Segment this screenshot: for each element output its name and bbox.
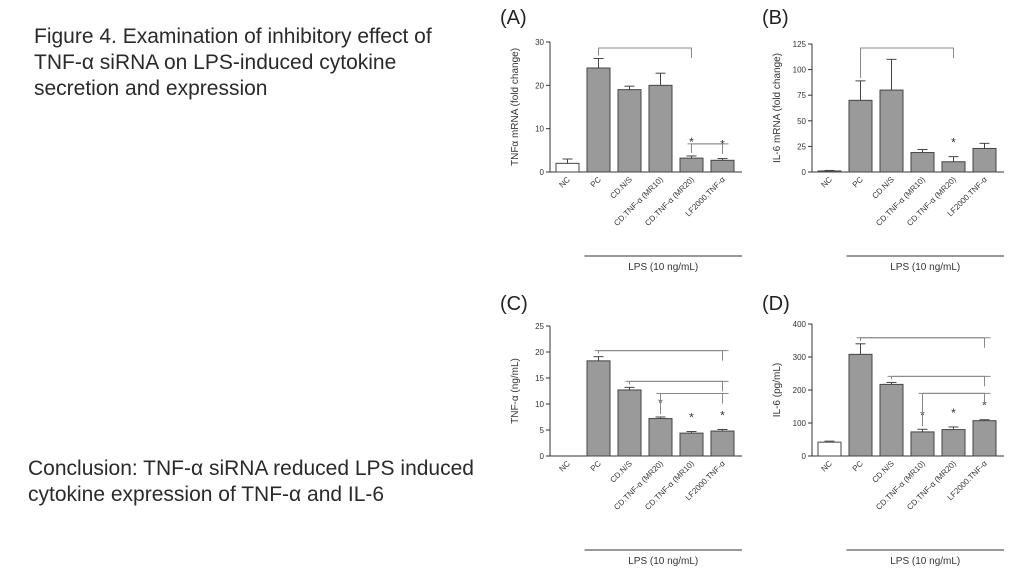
category-label: CD.N/S [608, 175, 634, 201]
chart-b-svg: (B) IL-6 mRNA (fold change) 0 25 50 75 100 125 N… [762, 7, 1004, 273]
figure-caption: Figure 4. Examination of inhibitory effe… [34, 25, 432, 100]
chart-panel-a: (A) TNFα mRNA (fold change) 0 10 20 30 NC PC CD.… [498, 2, 748, 280]
y-tick-label: 0 [802, 452, 807, 461]
panel-label: (D) [762, 293, 790, 315]
bar-0 [555, 162, 580, 173]
category-label: NC [819, 459, 834, 474]
bar-2 [879, 383, 904, 457]
category-label: PC [851, 175, 865, 189]
bar-1 [848, 353, 873, 457]
chart-a-svg: (A) TNFα mRNA (fold change) 0 10 20 30 NC PC CD.… [500, 7, 742, 273]
bar-0 [817, 441, 842, 457]
bar-3 [910, 152, 935, 173]
y-tick-label: 50 [797, 117, 806, 126]
comparison-bracket [598, 47, 692, 58]
comparison-bracket [598, 350, 723, 361]
significance-marker: * [982, 399, 987, 413]
y-tick-label: 125 [793, 40, 807, 49]
chart-panel-d: (D) IL-6 (pg/mL) 0 100 200 300 400 NC PC CD.N/S * C… [760, 288, 1010, 574]
lps-group-label: LPS (10 ng/mL) [890, 262, 960, 273]
significance-marker: * [720, 408, 725, 422]
category-label: PC [851, 459, 865, 473]
panel-label: (B) [762, 7, 789, 29]
y-tick-label: 100 [793, 66, 807, 75]
significance-marker: * [951, 136, 956, 150]
panel-label: (A) [500, 7, 527, 29]
lps-group-label: LPS (10 ng/mL) [628, 556, 698, 567]
y-tick-label: 20 [535, 81, 544, 90]
bar-5 [972, 420, 997, 457]
significance-marker: * [689, 411, 694, 425]
comparison-bracket [860, 47, 954, 78]
panel-label: (C) [500, 293, 528, 315]
y-tick-label: 10 [535, 125, 544, 134]
category-label: PC [589, 459, 603, 473]
y-tick-label: 75 [797, 91, 806, 100]
y-axis-label: IL-6 (pg/mL) [772, 363, 783, 417]
y-tick-label: 25 [535, 322, 544, 331]
y-tick-label: 300 [793, 353, 807, 362]
bar-4 [679, 432, 704, 457]
bar-3 [910, 431, 935, 457]
comparison-bracket [691, 143, 723, 154]
y-tick-label: 5 [540, 426, 545, 435]
y-tick-label: 0 [802, 168, 807, 177]
y-axis-label: IL-6 mRNA (fold change) [772, 53, 783, 163]
y-tick-label: 400 [793, 320, 807, 329]
y-tick-label: 100 [793, 419, 807, 428]
bar-4 [941, 429, 966, 457]
bar-0 [817, 170, 842, 173]
comparison-bracket [891, 375, 985, 387]
conclusion-text: Conclusion: TNF-α siRNA reduced LPS indu… [28, 457, 474, 506]
chart-panel-b: (B) IL-6 mRNA (fold change) 0 25 50 75 100 125 N… [760, 2, 1010, 280]
bar-4 [679, 157, 704, 173]
category-label: NC [557, 175, 572, 190]
lps-group-label: LPS (10 ng/mL) [890, 556, 960, 567]
y-axis-label: TNFα mRNA (fold change) [510, 48, 521, 166]
bar-5 [710, 430, 735, 457]
bar-2 [879, 89, 904, 173]
significance-marker: * [689, 135, 694, 149]
comparison-bracket [629, 380, 723, 392]
bar-3 [648, 84, 673, 173]
bar-2 [617, 389, 642, 457]
bar-4 [941, 161, 966, 173]
bar-5 [710, 159, 735, 173]
y-tick-label: 0 [540, 168, 545, 177]
significance-marker: * [951, 406, 956, 420]
chart-panel-c: (C) TNF-α (ng/mL) 0 5 10 15 20 25 NC PC CD.N/S * CD.… [498, 288, 748, 574]
y-tick-label: 10 [535, 400, 544, 409]
bar-1 [586, 67, 611, 173]
category-label: CD.N/S [870, 459, 896, 485]
lps-group-label: LPS (10 ng/mL) [628, 262, 698, 273]
y-tick-label: 30 [535, 38, 544, 47]
bar-1 [586, 360, 611, 457]
bar-5 [972, 147, 997, 173]
bar-1 [848, 99, 873, 173]
bar-2 [617, 89, 642, 173]
y-tick-label: 15 [535, 374, 544, 383]
y-tick-label: 200 [793, 386, 807, 395]
category-label: NC [557, 459, 572, 474]
category-label: PC [589, 175, 603, 189]
y-tick-label: 0 [540, 452, 545, 461]
category-label: NC [819, 175, 834, 190]
comparison-bracket [860, 337, 985, 348]
y-tick-label: 20 [535, 348, 544, 357]
category-label: CD.N/S [870, 175, 896, 201]
y-axis-label: TNF-α (ng/mL) [510, 358, 521, 424]
bar-3 [648, 418, 673, 457]
y-tick-label: 25 [797, 142, 806, 151]
category-label: CD.N/S [608, 459, 634, 485]
